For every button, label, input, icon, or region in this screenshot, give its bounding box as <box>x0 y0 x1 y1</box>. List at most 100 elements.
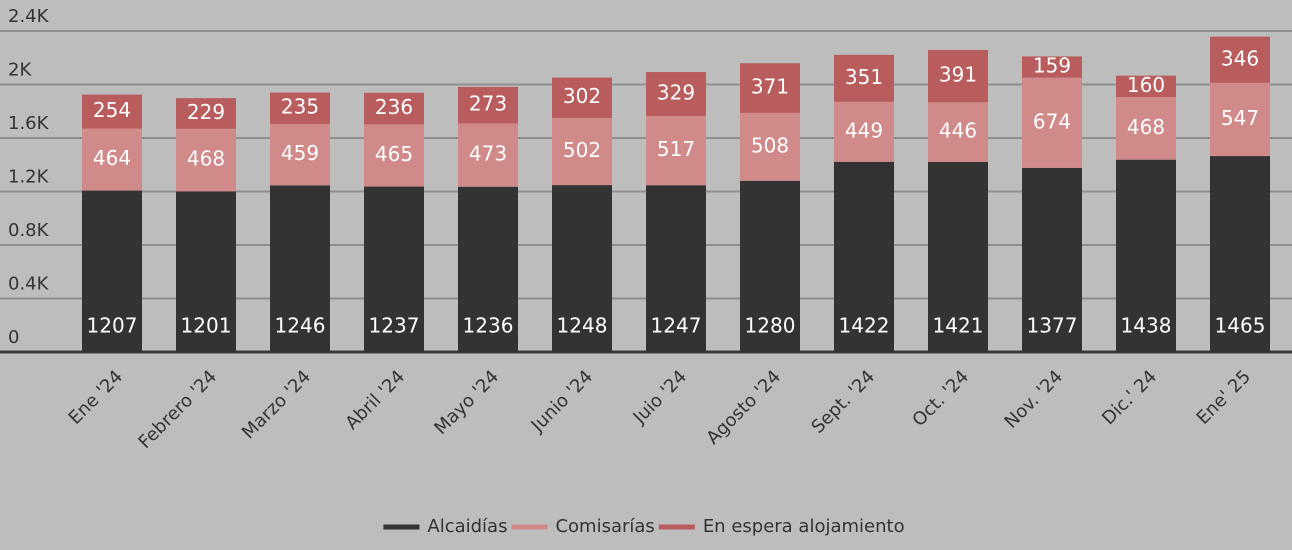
value-label: 329 <box>657 81 695 105</box>
value-label: 229 <box>187 100 225 124</box>
y-tick-label: 0.8K <box>8 220 50 241</box>
legend-label: Comisarías <box>555 516 654 537</box>
legend-label: En espera alojamiento <box>703 516 905 537</box>
x-tick-label: Nov. '24 <box>1001 366 1067 432</box>
value-label: 674 <box>1033 109 1071 133</box>
x-tick-label: Sept. '24 <box>807 366 879 438</box>
bar-segment <box>1210 82 1270 157</box>
value-label: 236 <box>375 95 413 119</box>
bar-segment <box>270 123 330 186</box>
x-tick-label: Junio '24 <box>527 366 598 437</box>
bar-segment <box>1022 56 1082 78</box>
bar-segment <box>270 92 330 124</box>
bar-segment <box>1116 159 1176 352</box>
bar-segment <box>928 49 988 103</box>
value-label: 1246 <box>275 314 326 338</box>
value-label: 371 <box>751 75 789 99</box>
y-tick-label: 0.4K <box>8 274 50 295</box>
value-label: 235 <box>281 95 319 119</box>
x-tick-label: Mayo '24 <box>430 366 503 439</box>
bar-segment <box>364 186 424 352</box>
value-label: 446 <box>939 119 977 143</box>
y-tick-label: 0 <box>8 327 19 348</box>
bar-segment <box>1116 97 1176 160</box>
bar-segment <box>834 161 894 352</box>
bar-segment <box>1022 167 1082 352</box>
value-label: 391 <box>939 63 977 87</box>
bar-segment <box>740 63 800 113</box>
bar-segment <box>176 98 236 129</box>
bar-segment <box>834 54 894 102</box>
x-tick-label: Dic.' 24 <box>1098 366 1161 429</box>
bar-segment <box>928 161 988 352</box>
value-label: 1201 <box>181 314 232 338</box>
y-tick-label: 2.4K <box>8 6 50 27</box>
value-label: 464 <box>93 146 131 170</box>
value-label: 465 <box>375 142 413 166</box>
legend: Alcaidías Comisarías En espera alojamiento <box>383 516 905 537</box>
value-label: 459 <box>281 141 319 165</box>
bar-segment <box>82 94 142 129</box>
legend-label: Alcaidías <box>427 516 507 537</box>
bar-segment <box>740 112 800 181</box>
x-tick-label: Febrero '24 <box>134 366 221 453</box>
value-label: 273 <box>469 92 507 116</box>
value-label: 473 <box>469 142 507 166</box>
bar-segment <box>1210 36 1270 83</box>
value-label: 351 <box>845 65 883 89</box>
value-label: 1377 <box>1027 314 1078 338</box>
bar-segment <box>364 92 424 125</box>
bar-segment <box>270 185 330 352</box>
bar-segment <box>1116 75 1176 98</box>
value-label: 1248 <box>557 314 608 338</box>
bar-segment <box>552 77 612 118</box>
value-label: 1465 <box>1215 314 1266 338</box>
value-label: 1236 <box>463 314 514 338</box>
x-tick-label: Juio '24 <box>629 366 691 428</box>
value-label: 302 <box>563 84 601 108</box>
bar-segment <box>646 116 706 186</box>
x-tick-label: Agosto '24 <box>702 366 785 449</box>
bar-segment <box>552 117 612 186</box>
y-tick-label: 1.2K <box>8 167 50 188</box>
value-label: 468 <box>187 147 225 171</box>
value-label: 1422 <box>839 314 890 338</box>
bar-segment <box>458 86 518 124</box>
x-tick-label: Marzo '24 <box>238 366 315 443</box>
value-label: 449 <box>845 118 883 142</box>
value-label: 1421 <box>933 314 984 338</box>
bar-segment <box>646 72 706 117</box>
value-label: 547 <box>1221 106 1259 130</box>
bar-segment <box>552 185 612 352</box>
bar-segment <box>176 128 236 192</box>
bar-segment <box>928 102 988 162</box>
value-label: 502 <box>563 138 601 162</box>
value-label: 1237 <box>369 314 420 338</box>
value-label: 346 <box>1221 46 1259 70</box>
bar-segment <box>82 190 142 352</box>
bar-segment <box>1022 77 1082 168</box>
value-label: 1280 <box>745 314 796 338</box>
x-tick-label: Abril '24 <box>341 366 409 434</box>
bar-segment <box>646 185 706 352</box>
bar-segment <box>176 191 236 352</box>
value-label: 1207 <box>87 314 138 338</box>
value-label: 160 <box>1127 73 1165 97</box>
value-label: 1247 <box>651 314 702 338</box>
bar-segment <box>458 186 518 352</box>
x-tick-label: Ene '24 <box>65 366 128 429</box>
value-label: 468 <box>1127 115 1165 139</box>
y-tick-label: 1.6K <box>8 113 50 134</box>
value-label: 508 <box>751 133 789 157</box>
bar-segment <box>364 124 424 187</box>
bar-segment <box>834 101 894 162</box>
bar-segment <box>1210 156 1270 352</box>
bar-segment <box>458 123 518 187</box>
bar-segment <box>740 180 800 352</box>
x-tick-label: Oct. '24 <box>908 366 973 431</box>
x-tick-label: Ene' 25 <box>1193 366 1256 429</box>
value-label: 159 <box>1033 54 1071 78</box>
value-label: 1438 <box>1121 314 1172 338</box>
value-label: 517 <box>657 137 695 161</box>
